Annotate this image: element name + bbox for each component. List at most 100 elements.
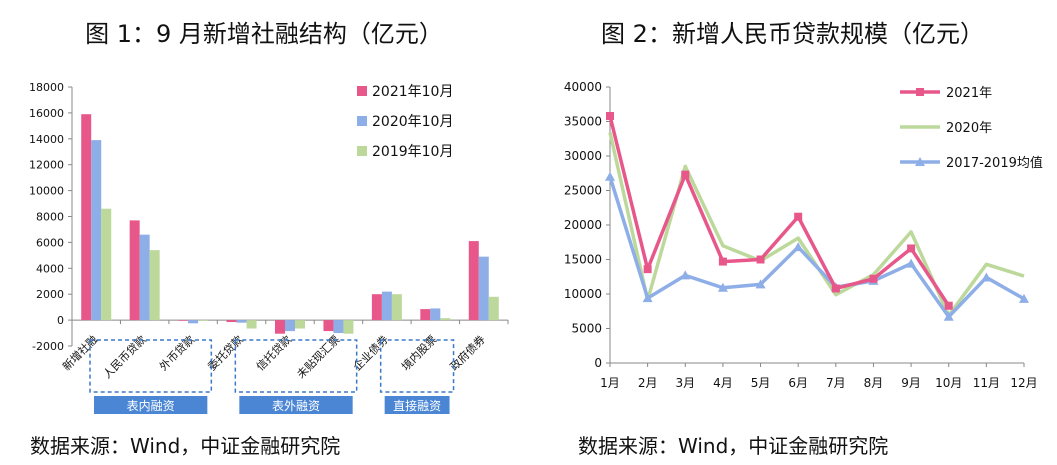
y-tick-label: 12000 [29,159,64,172]
legend-label: 2021年 [946,86,992,101]
x-tick-label: 12月 [1010,376,1037,390]
y-tick-label: 30000 [564,149,602,163]
series-line [608,176,1025,319]
legend-marker [916,88,924,96]
x-tick-label: 11月 [973,376,1000,390]
y-tick-label: 15000 [564,253,602,267]
data-point [756,255,765,264]
bar [246,320,257,329]
y-tick-label: 4000 [36,262,64,275]
data-point [793,242,804,252]
right-chart-title: 图 2：新增人民币贷款规模（亿元） [601,20,984,48]
x-tick-label: 3月 [675,376,695,390]
group-label-bg [94,396,208,414]
y-tick-label: 0 [594,356,602,370]
bar [343,320,354,334]
group-label: 表外融资 [272,399,320,413]
bar [226,320,237,323]
legend-swatch [357,146,367,156]
legend-label: 2017-2019均值 [946,155,1043,171]
data-point [943,311,954,321]
legend-label: 2020年10月 [372,114,453,130]
bar [91,140,102,321]
bar [440,318,451,321]
series-line [608,115,951,307]
data-point [606,111,614,120]
y-tick-label: 20000 [564,218,602,232]
left-chart-title: 图 1：9 月新增社融结构（亿元） [85,20,443,48]
data-point [906,258,917,268]
bar [333,320,344,334]
data-point [680,270,691,280]
x-tick-label: 1月 [600,376,620,390]
y-tick-label: 10000 [29,185,64,198]
bar [478,256,489,321]
y-tick-label: 35000 [564,115,602,129]
bar [391,294,402,321]
group-label: 直接融资 [393,398,441,413]
bar [420,309,431,321]
y-tick-label: 2000 [36,288,64,301]
data-point [642,293,653,303]
y-tick-label: 8000 [36,211,64,224]
bar [295,320,305,329]
legend-label: 2020年 [946,121,992,136]
legend-marker [915,157,925,166]
x-tick-label: 外币贷款 [156,332,197,373]
x-tick-label: 7月 [826,376,846,390]
x-tick-label: 8月 [864,376,884,390]
y-tick-label: 16000 [29,107,64,120]
group-box [379,339,455,393]
bar-chart: -2000 0 2000 4000 6000 8000 10000 12000 14000 160… [29,81,509,414]
data-point [944,301,953,310]
data-point [605,171,615,181]
legend-swatch [357,116,367,126]
data-point [717,282,728,292]
bar [188,320,199,324]
left-chart-source: 数据来源：Wind，中证金融研究院 [30,434,341,458]
line-chart: 0 5000 10000 15000 20000 25000 30000 35000 40000… [564,80,1043,390]
bar [81,114,92,321]
group-box [234,339,358,393]
data-point [1019,293,1029,303]
x-tick-label: 4月 [713,376,733,390]
y-tick-label: 25000 [564,184,602,198]
y-tick-label: 14000 [29,133,64,146]
bar [371,294,382,321]
y-tick-label: 40000 [564,80,602,94]
bar [488,296,499,321]
bar [129,220,140,321]
x-tick-label: 信托贷款 [253,332,294,373]
bar [236,320,247,323]
right-chart-source: 数据来源：Wind，中证金融研究院 [578,434,889,458]
x-tick-label: 新增社融 [59,332,100,373]
bar [275,320,285,334]
y-tick-label: 18000 [29,81,64,94]
data-point [869,274,878,283]
right-chart-panel: 图 2：新增人民币贷款规模（亿元） 0 5000 10000 15000 20000 25… [528,0,1057,465]
data-point [794,212,803,221]
data-point [681,170,690,179]
y-tick-label: 0 [57,314,64,327]
group-label-bg [384,396,450,414]
bar [468,241,479,321]
x-tick-label: 5月 [751,376,771,390]
bar [149,250,160,321]
x-tick-label: 10月 [935,376,962,390]
y-tick-label: 6000 [36,236,64,249]
legend-label: 2021年10月 [372,84,453,100]
bar [430,308,441,321]
data-point [907,244,916,253]
data-point [755,279,766,289]
y-tick-label: 10000 [564,287,602,301]
bar [323,320,334,332]
bar [198,320,209,321]
y-tick-label: -2000 [32,340,64,353]
group-label-bg [239,396,353,414]
x-tick-label: 6月 [788,376,808,390]
group-label: 表内融资 [127,399,175,413]
bar [285,320,295,332]
left-chart-panel: 图 1：9 月新增社融结构（亿元） -2000 0 2000 4000 6000 8000… [0,0,528,465]
data-point [981,272,992,282]
group-box [89,339,213,393]
